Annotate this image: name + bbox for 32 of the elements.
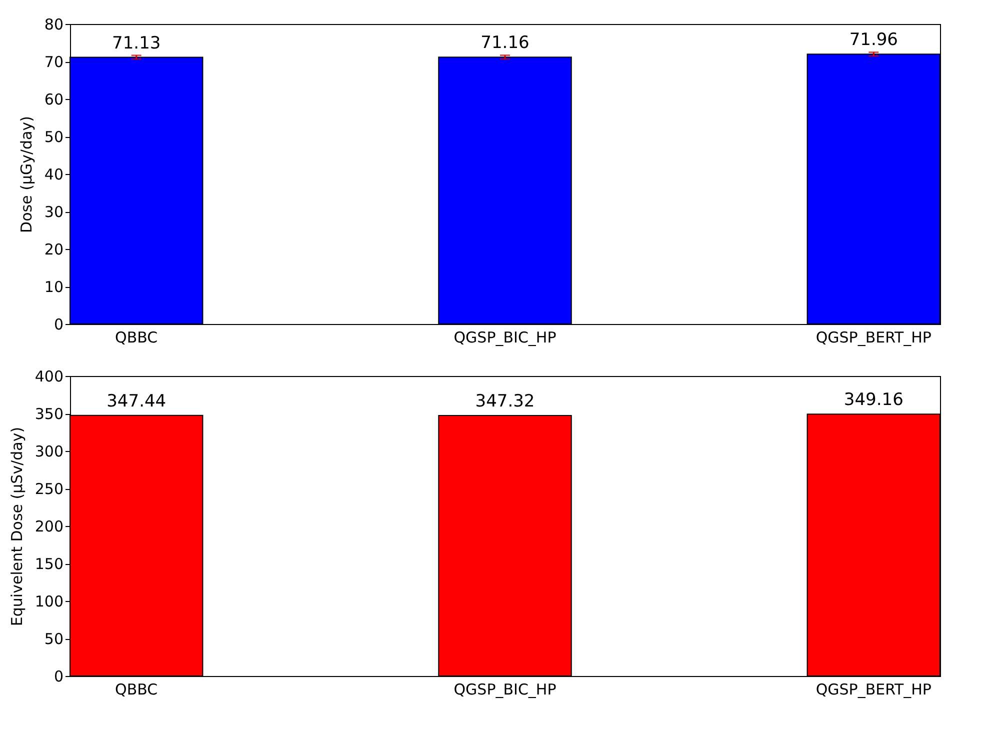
y-tick-label: 200 (34, 518, 64, 536)
data-label: 347.44 (106, 391, 166, 412)
y-tick-label: 40 (44, 166, 64, 184)
y-tick-label: 250 (34, 480, 64, 498)
x-tick-label: QGSP_BERT_HP (816, 680, 932, 698)
x-tick-label: QBBC (115, 680, 158, 698)
y-axis-title: Equivelent Dose (μSv/day) (8, 426, 26, 626)
y-tick-label: 100 (34, 592, 64, 610)
data-label: 71.96 (849, 30, 898, 50)
y-tick-label: 70 (44, 53, 64, 71)
data-label: 347.32 (475, 392, 535, 412)
y-tick-label: 30 (44, 203, 64, 221)
y-tick-label: 80 (44, 16, 64, 34)
data-label: 71.13 (112, 33, 161, 54)
y-tick-label: 400 (34, 368, 64, 386)
x-tick-label: QBBC (115, 328, 158, 346)
y-tick-label: 0 (54, 668, 64, 686)
x-tick-label: QGSP_BIC_HP (454, 680, 556, 698)
y-tick-label: 10 (44, 278, 64, 296)
y-tick-label: 350 (34, 405, 64, 423)
x-tick-label: QGSP_BIC_HP (454, 328, 556, 346)
y-tick-label: 0 (54, 316, 64, 334)
y-tick-label: 300 (34, 442, 64, 460)
y-tick-label: 50 (44, 128, 64, 146)
y-axis-title: Dose (μGy/day) (17, 116, 36, 233)
data-label: 349.16 (844, 390, 904, 410)
y-tick-label: 150 (34, 555, 64, 573)
data-label: 71.16 (480, 33, 530, 54)
y-tick-label: 20 (44, 240, 64, 258)
y-tick-label: 50 (44, 630, 64, 648)
y-tick-label: 60 (44, 90, 64, 108)
x-tick-label: QGSP_BERT_HP (816, 328, 932, 346)
